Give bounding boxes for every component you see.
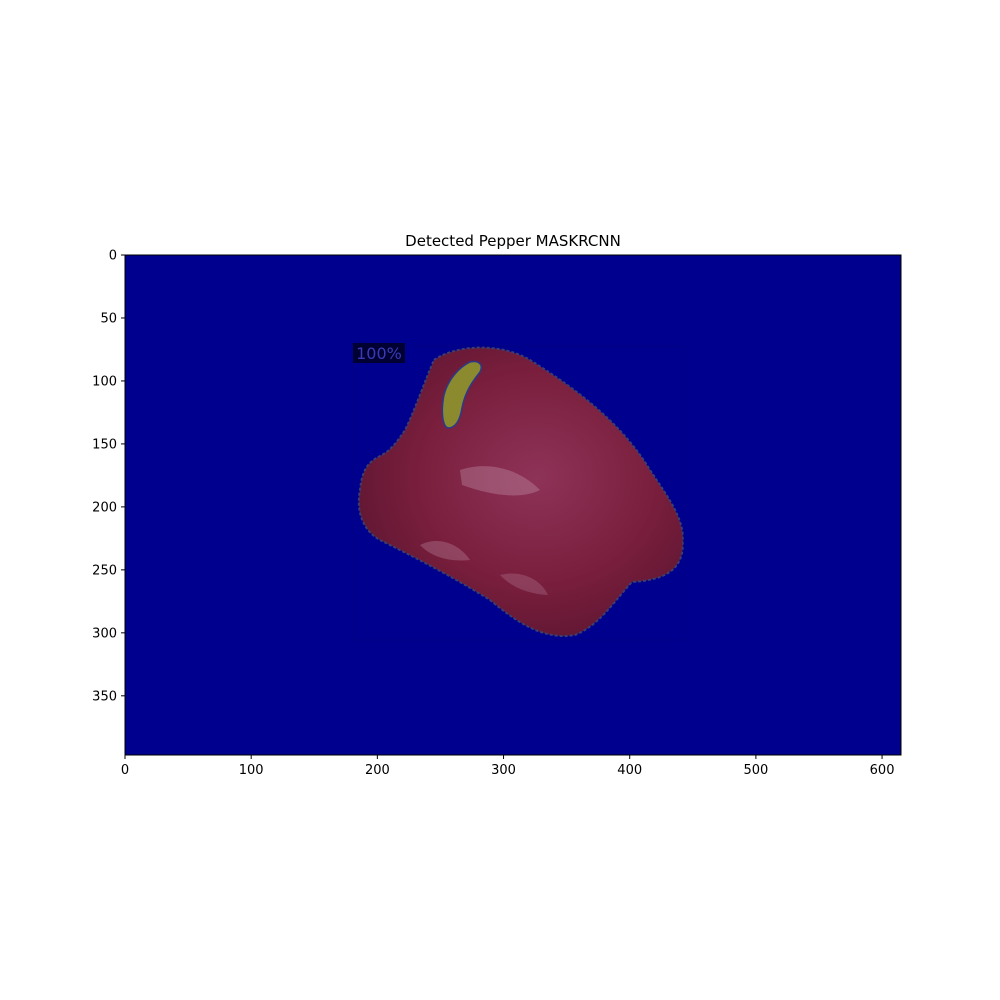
pepper-highlight-2 [420, 540, 470, 561]
detection-label-background [353, 343, 405, 363]
x-tick-label: 100 [239, 763, 264, 778]
y-tick-label: 150 [92, 437, 117, 452]
y-tick-label: 100 [92, 374, 117, 389]
y-tick-label: 300 [92, 626, 117, 641]
y-tick-label: 0 [109, 249, 117, 264]
x-tick-label: 300 [491, 763, 516, 778]
x-tick-label: 500 [743, 763, 768, 778]
detection-label: 100% [356, 344, 402, 363]
pepper-stem [441, 360, 482, 429]
pepper-highlight [460, 466, 540, 496]
y-axis: 0 50 100 150 200 250 300 350 [92, 249, 125, 704]
axes-frame [124, 254, 902, 756]
y-tick-label: 350 [92, 689, 117, 704]
y-tick-label: 50 [100, 311, 117, 326]
segmentation-image: 100% [125, 255, 901, 755]
x-tick-label: 400 [617, 763, 642, 778]
figure-title: Detected Pepper MASKRCNN [405, 232, 621, 250]
x-tick-label: 600 [870, 763, 895, 778]
x-tick-label: 0 [121, 763, 129, 778]
pepper-mask [357, 346, 685, 637]
pepper-highlight-3 [500, 573, 548, 595]
detection-box [352, 345, 685, 641]
x-tick-label: 200 [365, 763, 390, 778]
x-axis: 0 100 200 300 400 500 600 [121, 755, 895, 778]
y-tick-label: 250 [92, 563, 117, 578]
y-tick-label: 200 [92, 500, 117, 515]
